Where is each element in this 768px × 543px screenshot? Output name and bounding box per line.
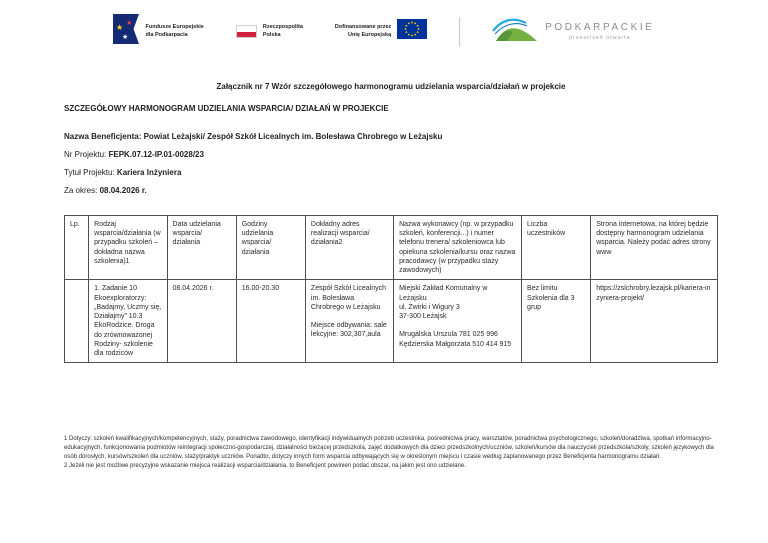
cell-lp	[63, 279, 90, 364]
adres-place: Miejsce odbywania: sale lekcyjne: 302,30…	[310, 322, 387, 339]
eu-funding-logo: Dofinansowane przez Unię Europejską	[334, 19, 428, 44]
fundusze-europejskie-logo: ★ ★ ★ Fundusze Europejskie dla Podkarpac…	[113, 14, 204, 49]
col-header-strona: Strona internetowa, na której będzie dos…	[590, 214, 718, 281]
cell-gap	[399, 321, 516, 330]
period-label: Za okres:	[64, 186, 98, 195]
beneficiary-line: Nazwa Beneficjenta: Powiat Leżajski/ Zes…	[64, 132, 718, 141]
footnote-2: 2 Jeżeli nie jest możliwe precyzyjne wsk…	[64, 463, 466, 470]
eu-funding-caption: Dofinansowane przez Unię Europejską	[334, 24, 392, 38]
footnotes: 1 Dotyczy: szkoleń kwalifikacyjnych/komp…	[64, 435, 718, 471]
page-title: SZCZEGÓŁOWY HARMONOGRAM UDZIELANIA WSPAR…	[64, 104, 389, 113]
podkarpackie-mountain-icon	[492, 16, 538, 47]
podkarpackie-name: PODKARPACKIE	[545, 21, 655, 33]
liczba-line-2: Szkolenia dla 3 grup	[527, 294, 575, 311]
beneficiary-value: Powiat Leżajski/ Zespół Szkół Licealnych…	[143, 132, 443, 141]
funding-logo-bar: ★ ★ ★ Fundusze Europejskie dla Podkarpac…	[0, 0, 768, 50]
beneficiary-label: Nazwa Beneficjenta:	[64, 132, 142, 141]
project-number-value: FEPK.07.12-IP.01-0028/23	[108, 150, 204, 159]
fundusze-europejskie-flag-icon: ★ ★ ★	[113, 14, 140, 49]
adres-venue: Zespół Szkół Licealnych im. Bolesława Ch…	[310, 285, 387, 311]
document-page: Załącznik nr 7 Wzór szczegółowego harmon…	[63, 82, 718, 364]
period-line: Za okres: 08.04.2026 r.	[64, 186, 718, 195]
wykonawca-street: ul. Żwirki i Wigury 3	[399, 303, 460, 311]
table-header-row: Lp. Rodzaj wsparcia/działania (w przypad…	[63, 214, 718, 281]
cell-godziny: 16.00-20.30	[235, 279, 306, 364]
podkarpackie-caption: PODKARPACKIE przestrzeń otwarta	[545, 21, 655, 41]
project-title-label: Tytuł Projektu:	[64, 168, 115, 177]
wykonawca-contact-2: Kędzierska Małgorzata 510 414 915	[399, 340, 512, 348]
svg-text:★: ★	[116, 23, 123, 32]
col-header-liczba: Liczba uczestników	[521, 214, 592, 281]
col-header-rodzaj: Rodzaj wsparcia/działania (w przypadku s…	[88, 214, 168, 281]
cell-wykonawca: Miejski Zakład Komunalny w Leżajsku ul. …	[393, 279, 523, 364]
rzeczpospolita-polska-logo: Rzeczpospolita Polska	[235, 24, 303, 38]
cell-strona: https://zslchrobry.lezajsk.pl/kariera-in…	[590, 279, 718, 364]
project-title-line: Tytuł Projektu: Kariera Inżyniera	[64, 168, 718, 177]
eu-flag-icon	[397, 19, 428, 44]
wykonawca-city: 37-300 Leżajsk	[399, 313, 447, 321]
cell-rodzaj: 1. Zadanie 10 Ekoexploratorzy: „Badajmy,…	[88, 279, 168, 364]
wykonawca-name: Miejski Zakład Komunalny w Leżajsku	[399, 285, 488, 302]
svg-text:★: ★	[126, 19, 132, 27]
podkarpackie-logo: PODKARPACKIE przestrzeń otwarta	[492, 16, 654, 47]
cell-gap	[311, 312, 388, 321]
attachment-title: Załącznik nr 7 Wzór szczegółowego harmon…	[216, 82, 566, 91]
wykonawca-contact-1: Mrugalska Urszula 781 025 996	[399, 331, 498, 339]
project-title-value: Kariera Inżyniera	[116, 168, 182, 177]
project-number-line: Nr Projektu: FEPK.07.12-IP.01-0028/23	[64, 150, 718, 159]
podkarpackie-tagline: przestrzeń otwarta	[569, 34, 631, 41]
table-row: 1. Zadanie 10 Ekoexploratorzy: „Badajmy,…	[63, 279, 718, 364]
col-header-godziny: Godziny udzielania wsparcia/ działania	[235, 214, 306, 281]
col-header-data: Data udzielania wsparcia/ działania	[166, 214, 237, 281]
project-number-label: Nr Projektu:	[64, 150, 107, 159]
footnote-1: 1 Dotyczy: szkoleń kwalifikacyjnych/komp…	[64, 436, 714, 461]
cell-liczba: Bez limitu Szkolenia dla 3 grup	[521, 279, 592, 364]
rzeczpospolita-polska-caption: Rzeczpospolita Polska	[262, 24, 303, 38]
poland-flag-icon	[235, 25, 257, 38]
cell-data: 08.04.2026 r.	[166, 279, 237, 364]
period-value: 08.04.2026 r.	[99, 186, 147, 195]
cell-adres: Zespół Szkół Licealnych im. Bolesława Ch…	[304, 279, 395, 364]
col-header-wykonawca: Nazwa wykonawcy (np. w przypadku szkoleń…	[393, 214, 523, 281]
liczba-line-1: Bez limitu	[527, 285, 558, 293]
svg-text:★: ★	[122, 33, 128, 41]
col-header-lp: Lp.	[63, 214, 90, 281]
schedule-table: Lp. Rodzaj wsparcia/działania (w przypad…	[63, 214, 718, 364]
col-header-adres: Dokładny adres realizacji wsparcia/ dzia…	[304, 214, 395, 281]
fundusze-europejskie-caption: Fundusze Europejskie dla Podkarpacia	[145, 24, 204, 38]
logo-divider	[459, 16, 461, 47]
